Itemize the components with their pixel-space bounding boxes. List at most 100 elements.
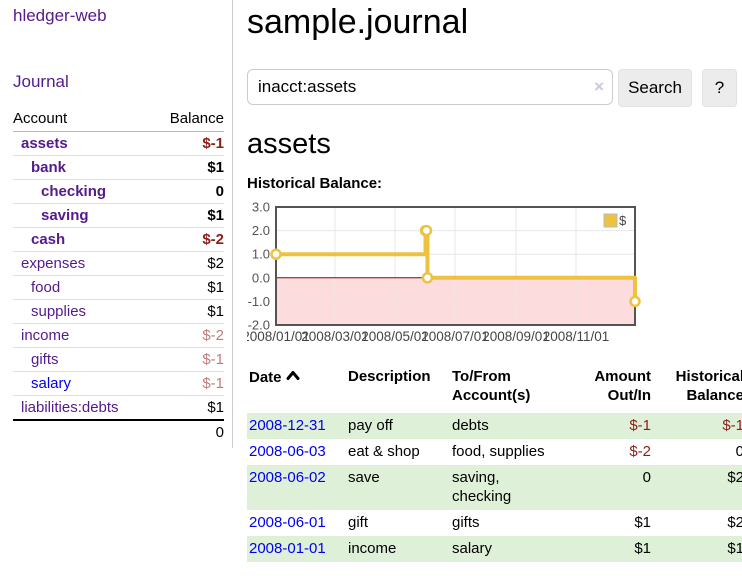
account-balance: $-1 (152, 347, 224, 372)
legend-swatch (603, 213, 618, 228)
account-row: assets $-1 (13, 132, 224, 156)
sidebar-item-journal[interactable]: Journal (13, 72, 69, 91)
account-link[interactable]: income (21, 327, 70, 344)
account-link[interactable]: liabilities:debts (21, 399, 119, 416)
account-row: cash $-2 (13, 227, 224, 252)
account-link[interactable]: bank (31, 159, 67, 176)
account-link[interactable]: saving (41, 207, 89, 224)
column-header-amount: Amount Out/In (594, 368, 651, 404)
transaction-date: 2008-01-01 (247, 536, 346, 562)
account-link[interactable]: checking (41, 183, 107, 200)
account-row: salary $-1 (13, 371, 224, 396)
date-link[interactable]: 2008-06-03 (249, 443, 326, 460)
x-axis-tick-label: 2008/03/01 (301, 329, 369, 344)
clear-search-icon[interactable]: × (594, 77, 604, 96)
account-row: saving $1 (13, 203, 224, 228)
account-row: expenses $2 (13, 251, 224, 276)
register-header-row: Date Description To/From Account(s) Amou… (247, 367, 742, 413)
transaction-row: 2008-01-01 income salary $1 $1 (247, 536, 742, 562)
account-link[interactable]: supplies (31, 303, 87, 320)
account-row: bank $1 (13, 155, 224, 180)
y-axis-tick-label: 3.0 (252, 201, 270, 215)
account-link[interactable]: expenses (21, 255, 86, 272)
y-axis-tick-label: 0.0 (252, 270, 270, 285)
x-axis-tick-label: 2008/07/01 (421, 329, 489, 344)
date-link[interactable]: 2008-06-02 (249, 469, 326, 486)
transaction-row: 2008-06-03 eat & shop food, supplies $-2 0 (247, 439, 742, 465)
data-point-marker (421, 272, 434, 284)
accounts-total-row: 0 (13, 419, 224, 444)
account-link[interactable]: gifts (31, 351, 59, 368)
x-axis-tick-label: 2008/01/01 (247, 329, 310, 344)
account-balance: $1 (152, 275, 224, 300)
account-heading: assets (247, 128, 331, 160)
account-row: liabilities:debts $1 (13, 395, 224, 420)
chart-title: Historical Balance: (247, 175, 383, 192)
account-balance: $1 (152, 299, 224, 324)
accounts-header-account: Account (13, 110, 153, 132)
accounts-header-balance: Balance (152, 110, 224, 132)
data-point-marker (270, 248, 282, 260)
search-button[interactable]: Search (618, 69, 692, 107)
transaction-row: 2008-12-31 pay off debts $-1 $-1 (247, 413, 742, 439)
account-row: food $1 (13, 275, 224, 300)
transaction-amount: $-1 (629, 417, 651, 434)
transaction-date: 2008-12-31 (247, 413, 346, 439)
transaction-accounts: gifts (452, 514, 480, 531)
account-balance: $2 (152, 251, 224, 276)
date-link[interactable]: 2008-06-01 (249, 514, 326, 531)
sort-ascending-icon (286, 367, 300, 386)
transaction-amount: $1 (634, 540, 651, 557)
transaction-description: pay off (348, 417, 393, 434)
account-link[interactable]: cash (31, 231, 66, 248)
y-axis-tick-label: -1.0 (248, 294, 270, 309)
column-header-date[interactable]: Date (247, 367, 346, 413)
account-link[interactable]: assets (21, 135, 68, 152)
account-row: income $-2 (13, 323, 224, 348)
register-tbody: 2008-12-31 pay off debts $-1 $-1 2008-06-03 ea… (247, 413, 742, 562)
transaction-description: income (348, 540, 397, 557)
account-row: checking 0 (13, 179, 224, 204)
accounts-total-value: 0 (152, 419, 224, 444)
transaction-balance: $2 (727, 469, 742, 486)
date-link[interactable]: 2008-01-01 (249, 540, 326, 557)
date-link[interactable]: 2008-12-31 (249, 417, 326, 434)
transaction-description: eat & shop (348, 443, 420, 460)
transaction-balance: 0 (735, 443, 742, 460)
help-button[interactable]: ? (702, 69, 737, 107)
brand-link[interactable]: hledger-web (13, 6, 107, 25)
transaction-description: gift (348, 514, 369, 531)
balance-chart: $3.0 2.0 1.0 0.0 -1.0 -2.02008/01/012008/03/0… (247, 201, 641, 344)
account-balance: $-1 (152, 371, 224, 396)
sidebar: hledger-web Journal Account Balance asse… (0, 0, 233, 448)
search-form: × Search ? (247, 69, 742, 107)
transaction-row: 2008-06-01 gift gifts $1 $2 (247, 510, 742, 536)
account-balance: $1 (152, 203, 224, 228)
account-balance: $1 (152, 395, 224, 420)
account-balance: $1 (152, 155, 224, 180)
transaction-description: save (348, 469, 380, 486)
transaction-date: 2008-06-03 (247, 439, 346, 465)
account-link[interactable]: salary (31, 375, 72, 392)
plot-border (275, 206, 636, 326)
legend-label: $ (619, 213, 627, 228)
transaction-balance: $2 (727, 514, 742, 531)
transaction-balance: $1 (727, 540, 742, 557)
page-title: sample.journal (247, 3, 469, 41)
transaction-row: 2008-06-02 save saving, checking 0 $2 (247, 465, 742, 510)
transaction-date: 2008-06-02 (247, 465, 346, 510)
y-axis-tick-label: 1.0 (252, 247, 270, 262)
account-balance: $-2 (152, 323, 224, 348)
transaction-accounts: debts (452, 417, 489, 434)
data-point-marker (420, 224, 433, 237)
x-axis-tick-label: 2008/09/01 (482, 329, 550, 344)
transaction-date: 2008-06-01 (247, 510, 346, 536)
transaction-amount: $-2 (629, 443, 651, 460)
transaction-amount: 0 (642, 469, 651, 486)
register-table: Date Description To/From Account(s) Amou… (247, 367, 742, 562)
transaction-balance: $-1 (722, 417, 742, 434)
search-input[interactable] (247, 69, 613, 105)
column-header-accounts: To/From Account(s) (452, 368, 531, 404)
account-link[interactable]: food (31, 279, 61, 296)
transaction-amount: $1 (634, 514, 651, 531)
